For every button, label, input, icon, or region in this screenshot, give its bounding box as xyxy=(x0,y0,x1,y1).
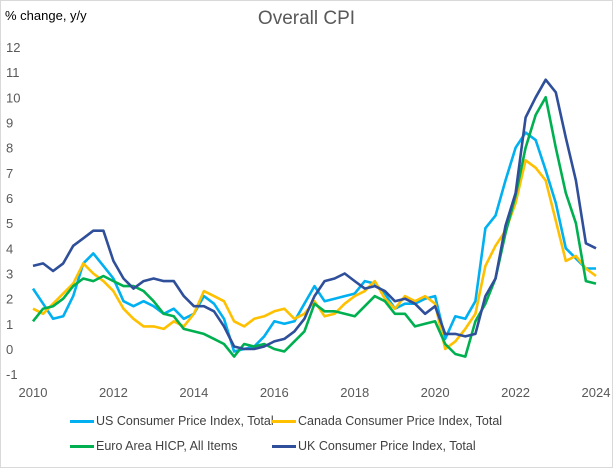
y-tick-label: 0 xyxy=(6,342,13,357)
x-tick-label: 2012 xyxy=(99,385,128,400)
y-tick-label: 3 xyxy=(6,267,13,282)
y-tick-label: 4 xyxy=(6,241,13,256)
y-tick-label: 7 xyxy=(6,166,13,181)
x-tick-label: 2020 xyxy=(421,385,450,400)
legend-swatch-us xyxy=(70,419,94,423)
x-tick-label: 2018 xyxy=(340,385,369,400)
legend-swatch-canada xyxy=(272,419,296,423)
x-tick-label: 2010 xyxy=(19,385,48,400)
x-tick-label: 2016 xyxy=(260,385,289,400)
series-line-us xyxy=(31,131,596,353)
legend-item-us: US Consumer Price Index, Total xyxy=(70,414,274,428)
y-tick-label: 9 xyxy=(6,116,13,131)
y-tick-label: 6 xyxy=(6,191,13,206)
series-line-canada xyxy=(32,159,597,351)
y-tick-label: 2 xyxy=(6,292,13,307)
legend-label-uk: UK Consumer Price Index, Total xyxy=(298,439,476,453)
series-line-euro xyxy=(31,96,597,358)
legend-label-canada: Canada Consumer Price Index, Total xyxy=(298,414,503,428)
series-line-uk xyxy=(32,78,597,351)
y-tick-label: 12 xyxy=(6,40,20,55)
y-tick-label: 5 xyxy=(6,216,13,231)
legend-label-euro: Euro Area HICP, All Items xyxy=(96,439,238,453)
y-tick-label: 10 xyxy=(6,90,20,105)
x-tick-label: 2022 xyxy=(501,385,530,400)
legend-swatch-uk xyxy=(272,444,296,448)
y-tick-label: 8 xyxy=(6,141,13,156)
legend-item-uk: UK Consumer Price Index, Total xyxy=(272,439,476,453)
y-axis-label: % change, y/y xyxy=(5,8,87,23)
y-tick-label: -1 xyxy=(6,367,18,382)
chart-title: Overall CPI xyxy=(257,8,356,29)
legend-item-euro: Euro Area HICP, All Items xyxy=(70,439,238,453)
legend-label-us: US Consumer Price Index, Total xyxy=(96,414,274,428)
legend-item-canada: Canada Consumer Price Index, Total xyxy=(272,414,502,428)
legend-swatch-euro xyxy=(70,444,94,448)
x-tick-label: 2024 xyxy=(582,385,611,400)
x-tick-label: 2014 xyxy=(179,385,208,400)
y-tick-label: 1 xyxy=(6,317,13,332)
y-tick-label: 11 xyxy=(6,65,20,80)
